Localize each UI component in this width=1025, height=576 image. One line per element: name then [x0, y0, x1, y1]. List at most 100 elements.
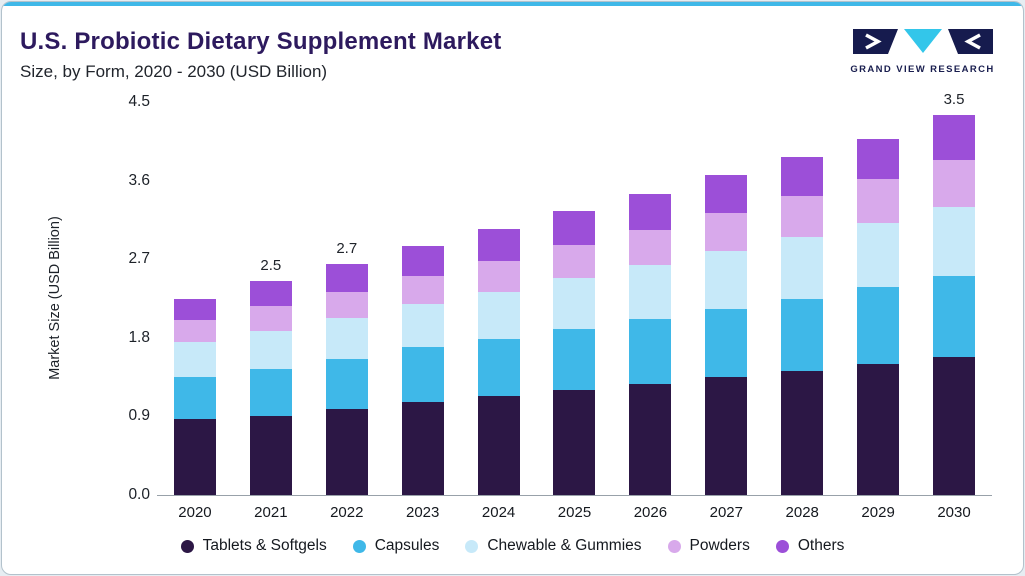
x-tick-2021: 2021	[254, 504, 288, 521]
legend-marker-icon	[352, 539, 366, 553]
legend-item-tablets-softgels: Tablets & Softgels	[180, 537, 327, 555]
segment-2030-powders	[933, 159, 976, 207]
stacked-bar-2028: 2028	[781, 102, 824, 521]
segment-2023-tablets-softgels	[401, 401, 444, 495]
chart-legend: Tablets & Softgels Capsules Chewable & Gum…	[2, 537, 1023, 555]
segment-2029-chewable-gummies	[857, 222, 900, 288]
segment-2021-powders	[249, 306, 292, 331]
segment-2021-capsules	[249, 369, 292, 416]
segment-2028-others	[781, 157, 824, 197]
bar-value-label-2021: 2.5	[260, 257, 282, 275]
stacked-bar-2029: 2029	[857, 102, 900, 521]
legend-marker-icon	[775, 539, 789, 553]
segment-2021-chewable-gummies	[249, 330, 292, 370]
segment-2022-others	[325, 263, 368, 292]
legend-label: Powders	[689, 537, 750, 554]
segment-2022-tablets-softgels	[325, 409, 368, 495]
segment-2022-chewable-gummies	[325, 317, 368, 359]
segment-2025-powders	[553, 245, 596, 279]
stacked-bar-2022: 2.7 2022	[325, 102, 368, 521]
x-tick-2023: 2023	[405, 504, 440, 521]
grand-view-research-logo: GRAND VIEW RESEARCH	[850, 28, 995, 75]
x-tick-2030: 2030	[937, 504, 971, 521]
segment-2020-capsules	[173, 377, 216, 420]
segment-2024-tablets-softgels	[477, 396, 520, 495]
x-tick-2029: 2029	[861, 504, 895, 521]
segment-2027-capsules	[705, 309, 748, 378]
segment-2021-others	[249, 281, 292, 307]
segment-2020-powders	[173, 319, 216, 343]
segment-2027-powders	[705, 212, 748, 252]
legend-item-capsules: Capsules	[352, 537, 440, 555]
segment-2022-capsules	[325, 358, 368, 410]
x-tick-2026: 2026	[633, 504, 668, 521]
segment-2028-chewable-gummies	[781, 237, 824, 299]
y-tick-0.9: 0.9	[128, 407, 150, 425]
segment-2029-others	[857, 138, 900, 179]
legend-marker-icon	[667, 539, 681, 553]
x-tick-2022: 2022	[330, 504, 364, 521]
bar-value-label-2022: 2.7	[336, 239, 358, 257]
stacked-bar-2023: 2023	[401, 102, 444, 521]
segment-2028-capsules	[781, 298, 824, 371]
x-tick-2027: 2027	[709, 504, 743, 521]
segment-2021-tablets-softgels	[249, 415, 292, 495]
segment-2029-powders	[857, 178, 900, 223]
segment-2023-capsules	[401, 347, 444, 402]
legend-marker-icon	[180, 539, 194, 553]
segment-2025-tablets-softgels	[553, 390, 596, 495]
segment-2023-others	[401, 246, 444, 276]
segment-2030-capsules	[933, 275, 976, 358]
segment-2027-others	[705, 175, 748, 213]
y-tick-3.6: 3.6	[128, 171, 150, 189]
x-tick-2028: 2028	[785, 504, 819, 521]
logo-text: GRAND VIEW RESEARCH	[850, 64, 995, 75]
x-tick-2024: 2024	[481, 504, 516, 521]
bar-value-label-2030: 3.5	[943, 91, 965, 109]
segment-2024-chewable-gummies	[477, 291, 520, 339]
legend-marker-icon	[465, 539, 479, 553]
segment-2022-powders	[325, 291, 368, 318]
y-tick-2.7: 2.7	[128, 250, 150, 268]
x-tick-2020: 2020	[178, 504, 212, 521]
segment-2030-others	[933, 115, 976, 160]
segment-2020-chewable-gummies	[173, 342, 216, 378]
stacked-bar-2021: 2.5 2021	[249, 102, 292, 521]
segment-2026-tablets-softgels	[629, 384, 672, 495]
segment-2029-tablets-softgels	[857, 364, 900, 495]
stacked-bar-2027: 2027	[705, 102, 748, 521]
segment-2020-tablets-softgels	[173, 419, 216, 495]
legend-item-others: Others	[775, 537, 845, 555]
x-tick-2025: 2025	[557, 504, 592, 521]
segment-2029-capsules	[857, 287, 900, 364]
y-tick-4.5: 4.5	[128, 93, 150, 110]
segment-2024-powders	[477, 260, 520, 292]
stacked-bar-2024: 2024	[477, 102, 520, 521]
legend-item-chewable-gummies: Chewable & Gummies	[465, 537, 642, 555]
segment-2030-chewable-gummies	[933, 206, 976, 276]
stacked-bar-2025: 2025	[553, 102, 596, 521]
y-tick-1.8: 1.8	[128, 328, 150, 346]
stacked-bar-2030: 3.5 2030	[933, 91, 976, 521]
legend-label: Tablets & Softgels	[202, 537, 327, 554]
segment-2024-capsules	[477, 338, 520, 397]
y-tick-0.0: 0.0	[128, 486, 150, 503]
segment-2023-chewable-gummies	[401, 303, 444, 348]
stacked-bar-2020: 2020	[173, 102, 216, 521]
segment-2024-others	[477, 228, 520, 261]
legend-label: Capsules	[374, 537, 440, 554]
stacked-bar-2026: 2026	[629, 102, 672, 521]
logo-icon	[852, 29, 993, 54]
segment-2027-chewable-gummies	[705, 251, 748, 309]
page-title: U.S. Probiotic Dietary Supplement Market	[20, 28, 502, 55]
segment-2026-powders	[629, 229, 672, 266]
segment-2027-tablets-softgels	[705, 377, 748, 495]
segment-2023-powders	[401, 275, 444, 304]
legend-label: Others	[797, 537, 845, 554]
plot-area: 2020 2.5 2021 2.7 2022 2023 2024 2025 2026 2027 20…	[157, 91, 992, 521]
segment-2026-chewable-gummies	[629, 265, 672, 320]
legend-label: Chewable & Gummies	[487, 537, 642, 554]
segment-2026-others	[629, 193, 672, 230]
legend-item-powders: Powders	[667, 537, 750, 555]
segment-2025-capsules	[553, 329, 596, 391]
